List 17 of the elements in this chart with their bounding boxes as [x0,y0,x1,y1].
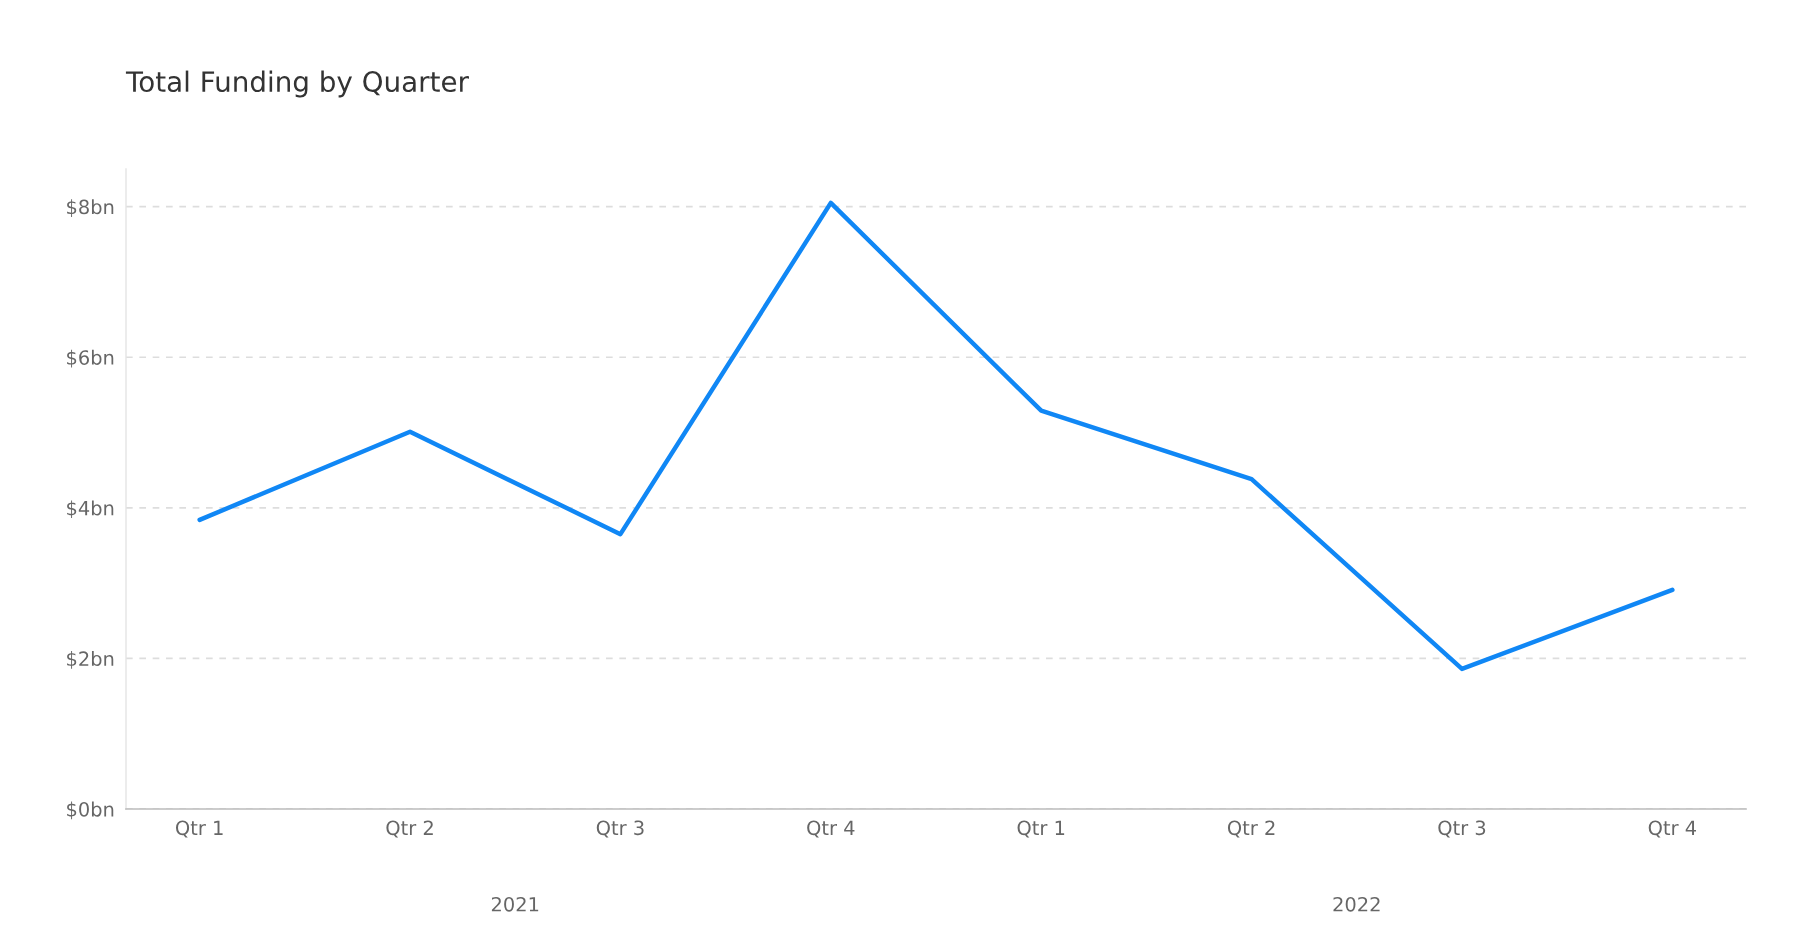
chart-title: Total Funding by Quarter [125,70,469,98]
x-tick-label: Qtr 4 [807,820,855,838]
y-tick-label: $4bn [67,500,114,519]
x-tick-label: Qtr 2 [1227,820,1275,838]
line-series [197,200,1675,672]
y-tick-label: $6bn [67,349,114,368]
x-tick-label: Qtr 1 [175,820,223,838]
y-tick-label: $8bn [67,199,114,217]
x-tick-label: Qtr 1 [1017,820,1065,838]
x-tick-label: Qtr 3 [596,820,644,838]
x-tick-label: Qtr 3 [1438,820,1486,838]
text: 2022 [1333,896,1380,912]
y-tick-label: $0bn [67,801,114,820]
text: 2021 [491,896,539,912]
y-tick-label: $2bn [67,651,114,669]
x-tick-label: Qtr 2 [386,820,433,838]
x-tick-label: Qtr 4 [1648,820,1697,838]
